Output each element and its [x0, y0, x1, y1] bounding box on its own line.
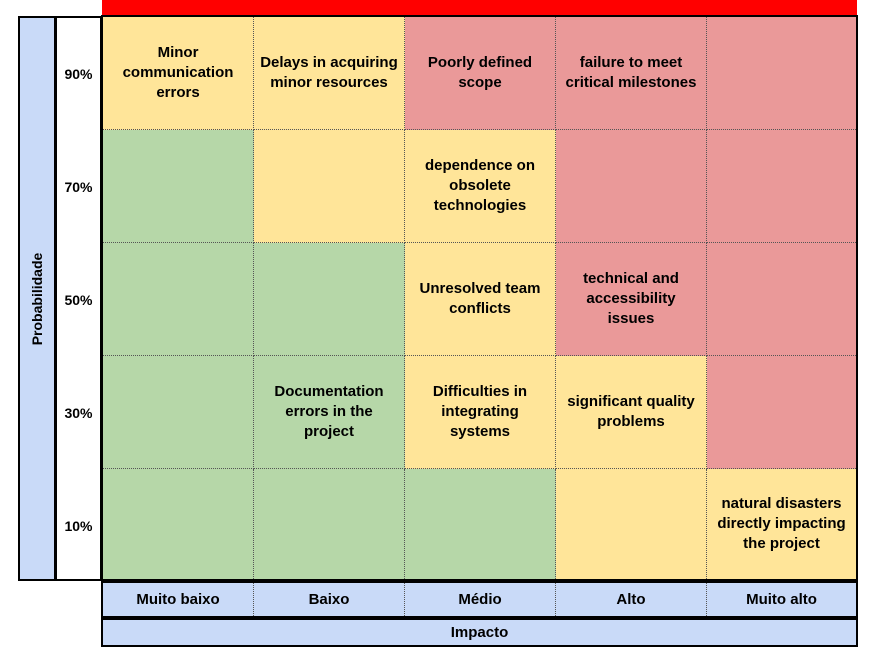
- impact-level: Muito baixo: [103, 583, 254, 616]
- probability-level: 90%: [64, 65, 93, 82]
- matrix-cell: [556, 469, 707, 579]
- impact-level: Alto: [556, 583, 707, 616]
- probability-axis-text: Probabilidade: [29, 252, 45, 345]
- probability-level: 10%: [64, 517, 93, 534]
- probability-level: 50%: [64, 291, 93, 308]
- matrix-cell: [254, 130, 405, 243]
- top-accent-bar: [102, 0, 857, 15]
- matrix-cell: [254, 469, 405, 579]
- matrix-cell: [103, 243, 254, 356]
- matrix-cell: technical and accessibility issues: [556, 243, 707, 356]
- matrix-cell: Minor communication errors: [103, 17, 254, 130]
- matrix-cell: [103, 356, 254, 469]
- impact-level: Muito alto: [746, 591, 817, 608]
- matrix-cell: significant quality problems: [556, 356, 707, 469]
- risk-matrix-grid: Minor communication errors Delays in acqu…: [101, 15, 858, 581]
- matrix-cell: dependence on obsolete technologies: [405, 130, 556, 243]
- matrix-cell: Unresolved team conflicts: [405, 243, 556, 356]
- matrix-cell: [405, 469, 556, 579]
- matrix-cell: failure to meet critical milestones: [556, 17, 707, 130]
- matrix-cell: [707, 356, 856, 469]
- impact-level: Baixo: [254, 583, 405, 616]
- impact-axis-label: Impacto: [101, 618, 858, 647]
- probability-level: 70%: [64, 178, 93, 195]
- matrix-cell: Delays in acquiring minor resources: [254, 17, 405, 130]
- matrix-cell: Difficulties in integrating systems: [405, 356, 556, 469]
- probability-column: 90% 70% 50% 30% 10%: [55, 16, 102, 581]
- impact-levels-row: Muito baixo Baixo Médio Alto Muito alto: [101, 581, 858, 618]
- matrix-cell: [707, 130, 856, 243]
- matrix-cell: [103, 130, 254, 243]
- matrix-cell: [556, 130, 707, 243]
- probability-axis-label: Probabilidade: [18, 16, 56, 581]
- probability-level: 30%: [64, 404, 93, 421]
- matrix-cell: natural disasters directly impacting the…: [707, 469, 856, 579]
- matrix-cell: Documentation errors in the project: [254, 356, 405, 469]
- impact-level: Médio: [405, 583, 556, 616]
- matrix-cell: [103, 469, 254, 579]
- matrix-cell: [707, 17, 856, 130]
- matrix-cell: Poorly defined scope: [405, 17, 556, 130]
- matrix-cell: [254, 243, 405, 356]
- matrix-cell: [707, 243, 856, 356]
